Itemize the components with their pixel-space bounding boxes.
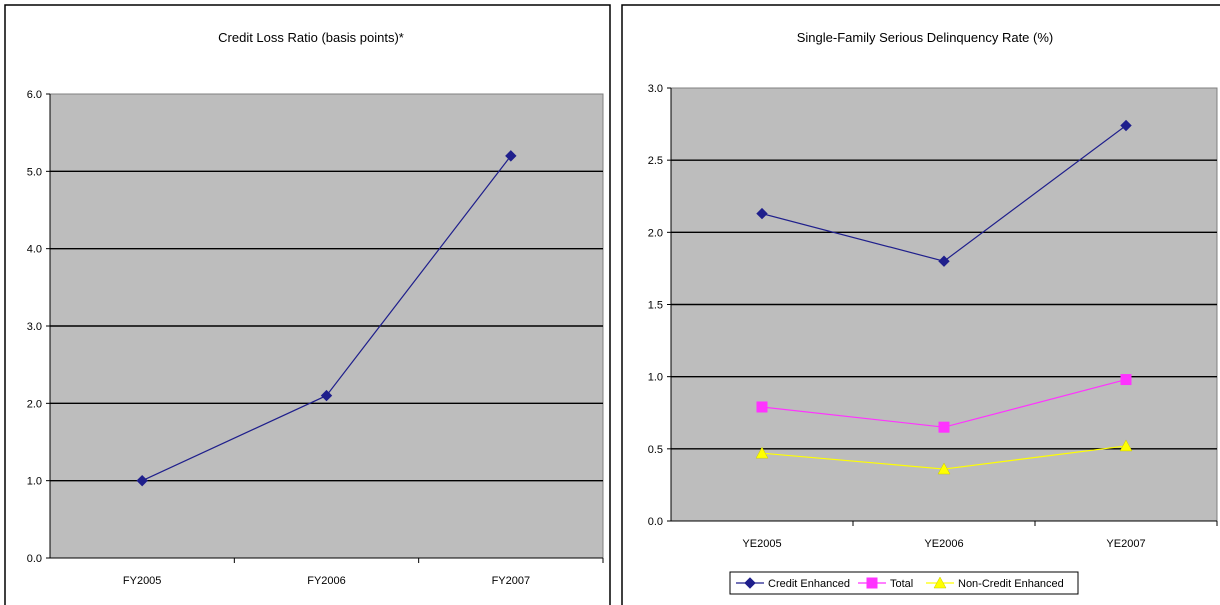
- right-y-tick-label: 0.0: [648, 516, 663, 528]
- legend-swatch-marker: [933, 576, 947, 589]
- right-y-tick-labels: 0.0 0.5 1.0 1.5 2.0 2.5 3.0: [648, 83, 671, 528]
- left-y-tick-label: 0.0: [27, 553, 42, 565]
- left-y-tick-label: 6.0: [27, 89, 42, 101]
- right-x-tick-labels: YE2005 YE2006 YE2007: [742, 521, 1218, 550]
- legend-frame: [729, 571, 1079, 595]
- right-legend: Credit Enhanced Total Non-Credit Enhanced: [729, 571, 1079, 595]
- right-data-point: [1120, 374, 1132, 386]
- right-data-point: [755, 446, 769, 459]
- left-chart-title: Credit Loss Ratio (basis points)*: [218, 30, 404, 45]
- right-data-point: [938, 255, 950, 267]
- legend-label: Total: [890, 578, 913, 590]
- right-data-point: [937, 462, 951, 475]
- right-data-point: [938, 421, 950, 433]
- legend-label: Credit Enhanced: [768, 578, 850, 590]
- left-x-tick-label: FY2007: [492, 575, 531, 587]
- legend-swatch-marker: [744, 577, 756, 589]
- left-y-tick-label: 2.0: [27, 398, 42, 410]
- legend-swatch-marker: [866, 577, 878, 589]
- left-series: [136, 150, 517, 487]
- right-data-point: [1120, 119, 1132, 132]
- left-y-tick-label: 3.0: [27, 321, 42, 333]
- credit-loss-chart: Credit Loss Ratio (basis points)* 0.0 1.0…: [4, 4, 611, 605]
- right-data-point: [756, 401, 768, 413]
- right-data-point: [756, 207, 768, 220]
- left-data-point: [136, 474, 148, 487]
- right-y-tick-label: 1.0: [648, 372, 663, 384]
- right-y-tick-label: 0.5: [648, 444, 663, 456]
- left-y-tick-labels: 0.0 1.0 2.0 3.0 4.0 5.0 6.0: [27, 89, 50, 565]
- left-x-tick-label: FY2006: [307, 575, 346, 587]
- delinquency-rate-chart: Single-Family Serious Delinquency Rate (…: [621, 4, 1220, 605]
- legend-label: Non-Credit Enhanced: [958, 578, 1064, 590]
- right-y-tick-label: 1.5: [648, 300, 663, 312]
- right-x-tick-label: YE2005: [742, 538, 781, 550]
- left-x-tick-labels: FY2005 FY2006 FY2007: [123, 558, 604, 587]
- right-y-tick-label: 2.0: [648, 227, 663, 239]
- left-y-tick-label: 4.0: [27, 244, 42, 256]
- right-data-point: [1119, 439, 1133, 452]
- left-y-tick-label: 5.0: [27, 166, 42, 178]
- left-data-point: [320, 389, 333, 402]
- left-data-point: [505, 150, 517, 162]
- right-y-tick-label: 2.5: [648, 155, 663, 167]
- right-chart-title: Single-Family Serious Delinquency Rate (…: [797, 30, 1054, 45]
- right-x-tick-label: YE2006: [924, 538, 963, 550]
- right-y-tick-label: 3.0: [648, 83, 663, 95]
- left-x-tick-label: FY2005: [123, 575, 162, 587]
- right-x-tick-label: YE2007: [1106, 538, 1145, 550]
- left-y-tick-label: 1.0: [27, 476, 42, 488]
- right-series: [755, 119, 1133, 475]
